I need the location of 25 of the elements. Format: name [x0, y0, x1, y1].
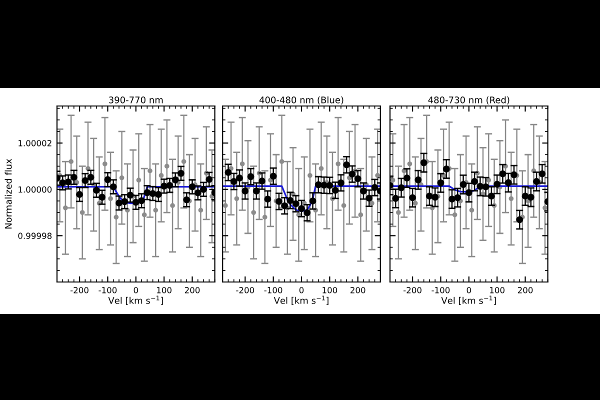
- x-tick-label: 100: [490, 287, 504, 294]
- x-tick-label: -100: [264, 287, 282, 294]
- x-axis-title: Vel [km s$^{−1}$]: [274, 296, 328, 305]
- x-tick-label: -200: [236, 287, 254, 294]
- x-tick-label: 0: [134, 287, 138, 294]
- x-tick-label: 100: [157, 287, 172, 294]
- x-tick-label: -100: [432, 287, 450, 294]
- chart-title: 390-770 nm: [109, 96, 163, 104]
- x-tick-label: -200: [403, 287, 422, 294]
- y-axis-title: Normalized flux: [4, 158, 12, 229]
- x-tick-label: 0: [466, 287, 471, 294]
- chart-title: 480-730 nm (Red): [428, 96, 510, 104]
- x-axis-title: Vel [km s$^{−1}$]: [108, 296, 163, 305]
- x-tick-label: 200: [184, 287, 200, 294]
- x-tick-label: 200: [518, 287, 533, 294]
- y-tick-label: 0.99998: [18, 232, 52, 239]
- x-tick-label: -200: [70, 287, 88, 294]
- y-tick-label: 1.00002: [18, 140, 52, 146]
- chart-title: 400-480 nm (Blue): [259, 96, 344, 104]
- x-tick-label: 0: [299, 287, 304, 294]
- x-tick-label: 100: [322, 287, 338, 294]
- y-tick-label: 1.00000: [18, 186, 52, 193]
- x-axis-title: Vel [km s$^{−1}$]: [441, 296, 496, 305]
- x-tick-label: -100: [98, 287, 117, 294]
- x-tick-label: 200: [350, 287, 366, 294]
